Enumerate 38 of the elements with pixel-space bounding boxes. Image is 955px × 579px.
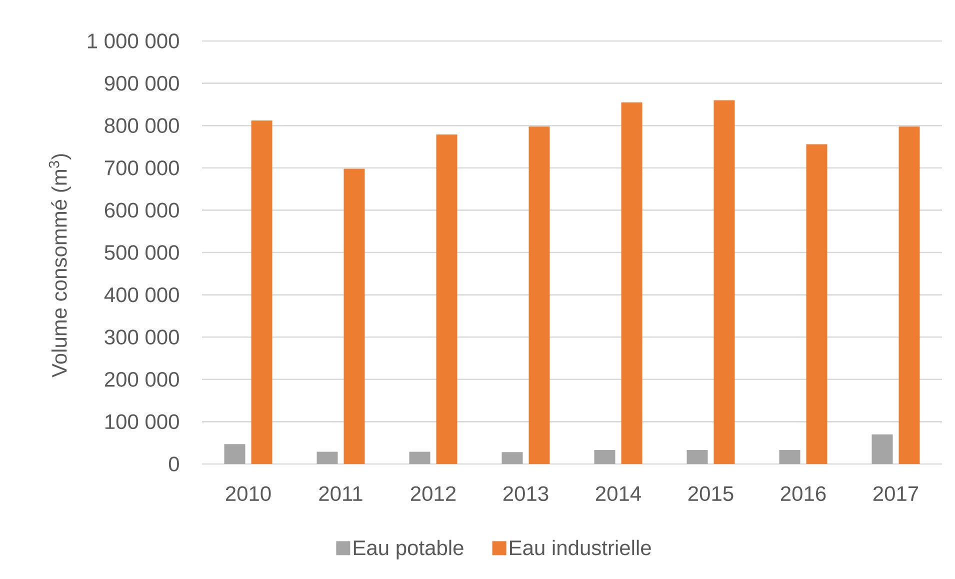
legend-label: Eau industrielle bbox=[510, 540, 651, 556]
x-tick-label: 2011 bbox=[319, 486, 362, 502]
y-tick-label: 100 000 bbox=[105, 414, 179, 430]
x-tick-label: 2013 bbox=[503, 486, 548, 502]
bar bbox=[872, 434, 893, 464]
x-tick-label: 2014 bbox=[596, 486, 641, 502]
y-tick-label: 600 000 bbox=[104, 202, 179, 218]
y-tick-label: 700 000 bbox=[104, 160, 179, 176]
bar bbox=[316, 452, 338, 464]
bar bbox=[714, 100, 735, 464]
bar bbox=[686, 450, 708, 464]
y-tick-label: 500 000 bbox=[104, 245, 179, 260]
legend-label: Eau potable bbox=[354, 540, 464, 560]
x-tick-label: 2016 bbox=[780, 486, 826, 502]
y-axis-title: Volume consommé (m$^{3}$) bbox=[48, 154, 71, 378]
bar bbox=[436, 134, 458, 464]
bar bbox=[898, 126, 920, 464]
bar bbox=[224, 444, 246, 464]
bar bbox=[779, 450, 800, 464]
x-tick-label: 2012 bbox=[410, 486, 456, 502]
y-tick-label: 400 000 bbox=[104, 287, 179, 302]
y-tick-label: 0 bbox=[168, 456, 179, 472]
x-tick-label: 2017 bbox=[873, 486, 918, 502]
y-tick-label: 900 000 bbox=[104, 76, 179, 91]
y-tick-label: 200 000 bbox=[104, 372, 179, 387]
bar bbox=[344, 168, 365, 464]
bar bbox=[621, 102, 642, 464]
y-tick-label: 800 000 bbox=[104, 118, 179, 134]
bar bbox=[806, 144, 828, 464]
x-tick-label: 2015 bbox=[688, 486, 734, 502]
x-tick-label: 2010 bbox=[226, 486, 271, 502]
y-tick-label: 300 000 bbox=[104, 330, 179, 345]
bar bbox=[594, 450, 616, 464]
y-tick-label: 1 000 000 bbox=[88, 34, 179, 48]
bar bbox=[409, 452, 430, 464]
bar bbox=[251, 120, 272, 464]
bar bbox=[528, 126, 550, 464]
bar bbox=[502, 452, 523, 464]
